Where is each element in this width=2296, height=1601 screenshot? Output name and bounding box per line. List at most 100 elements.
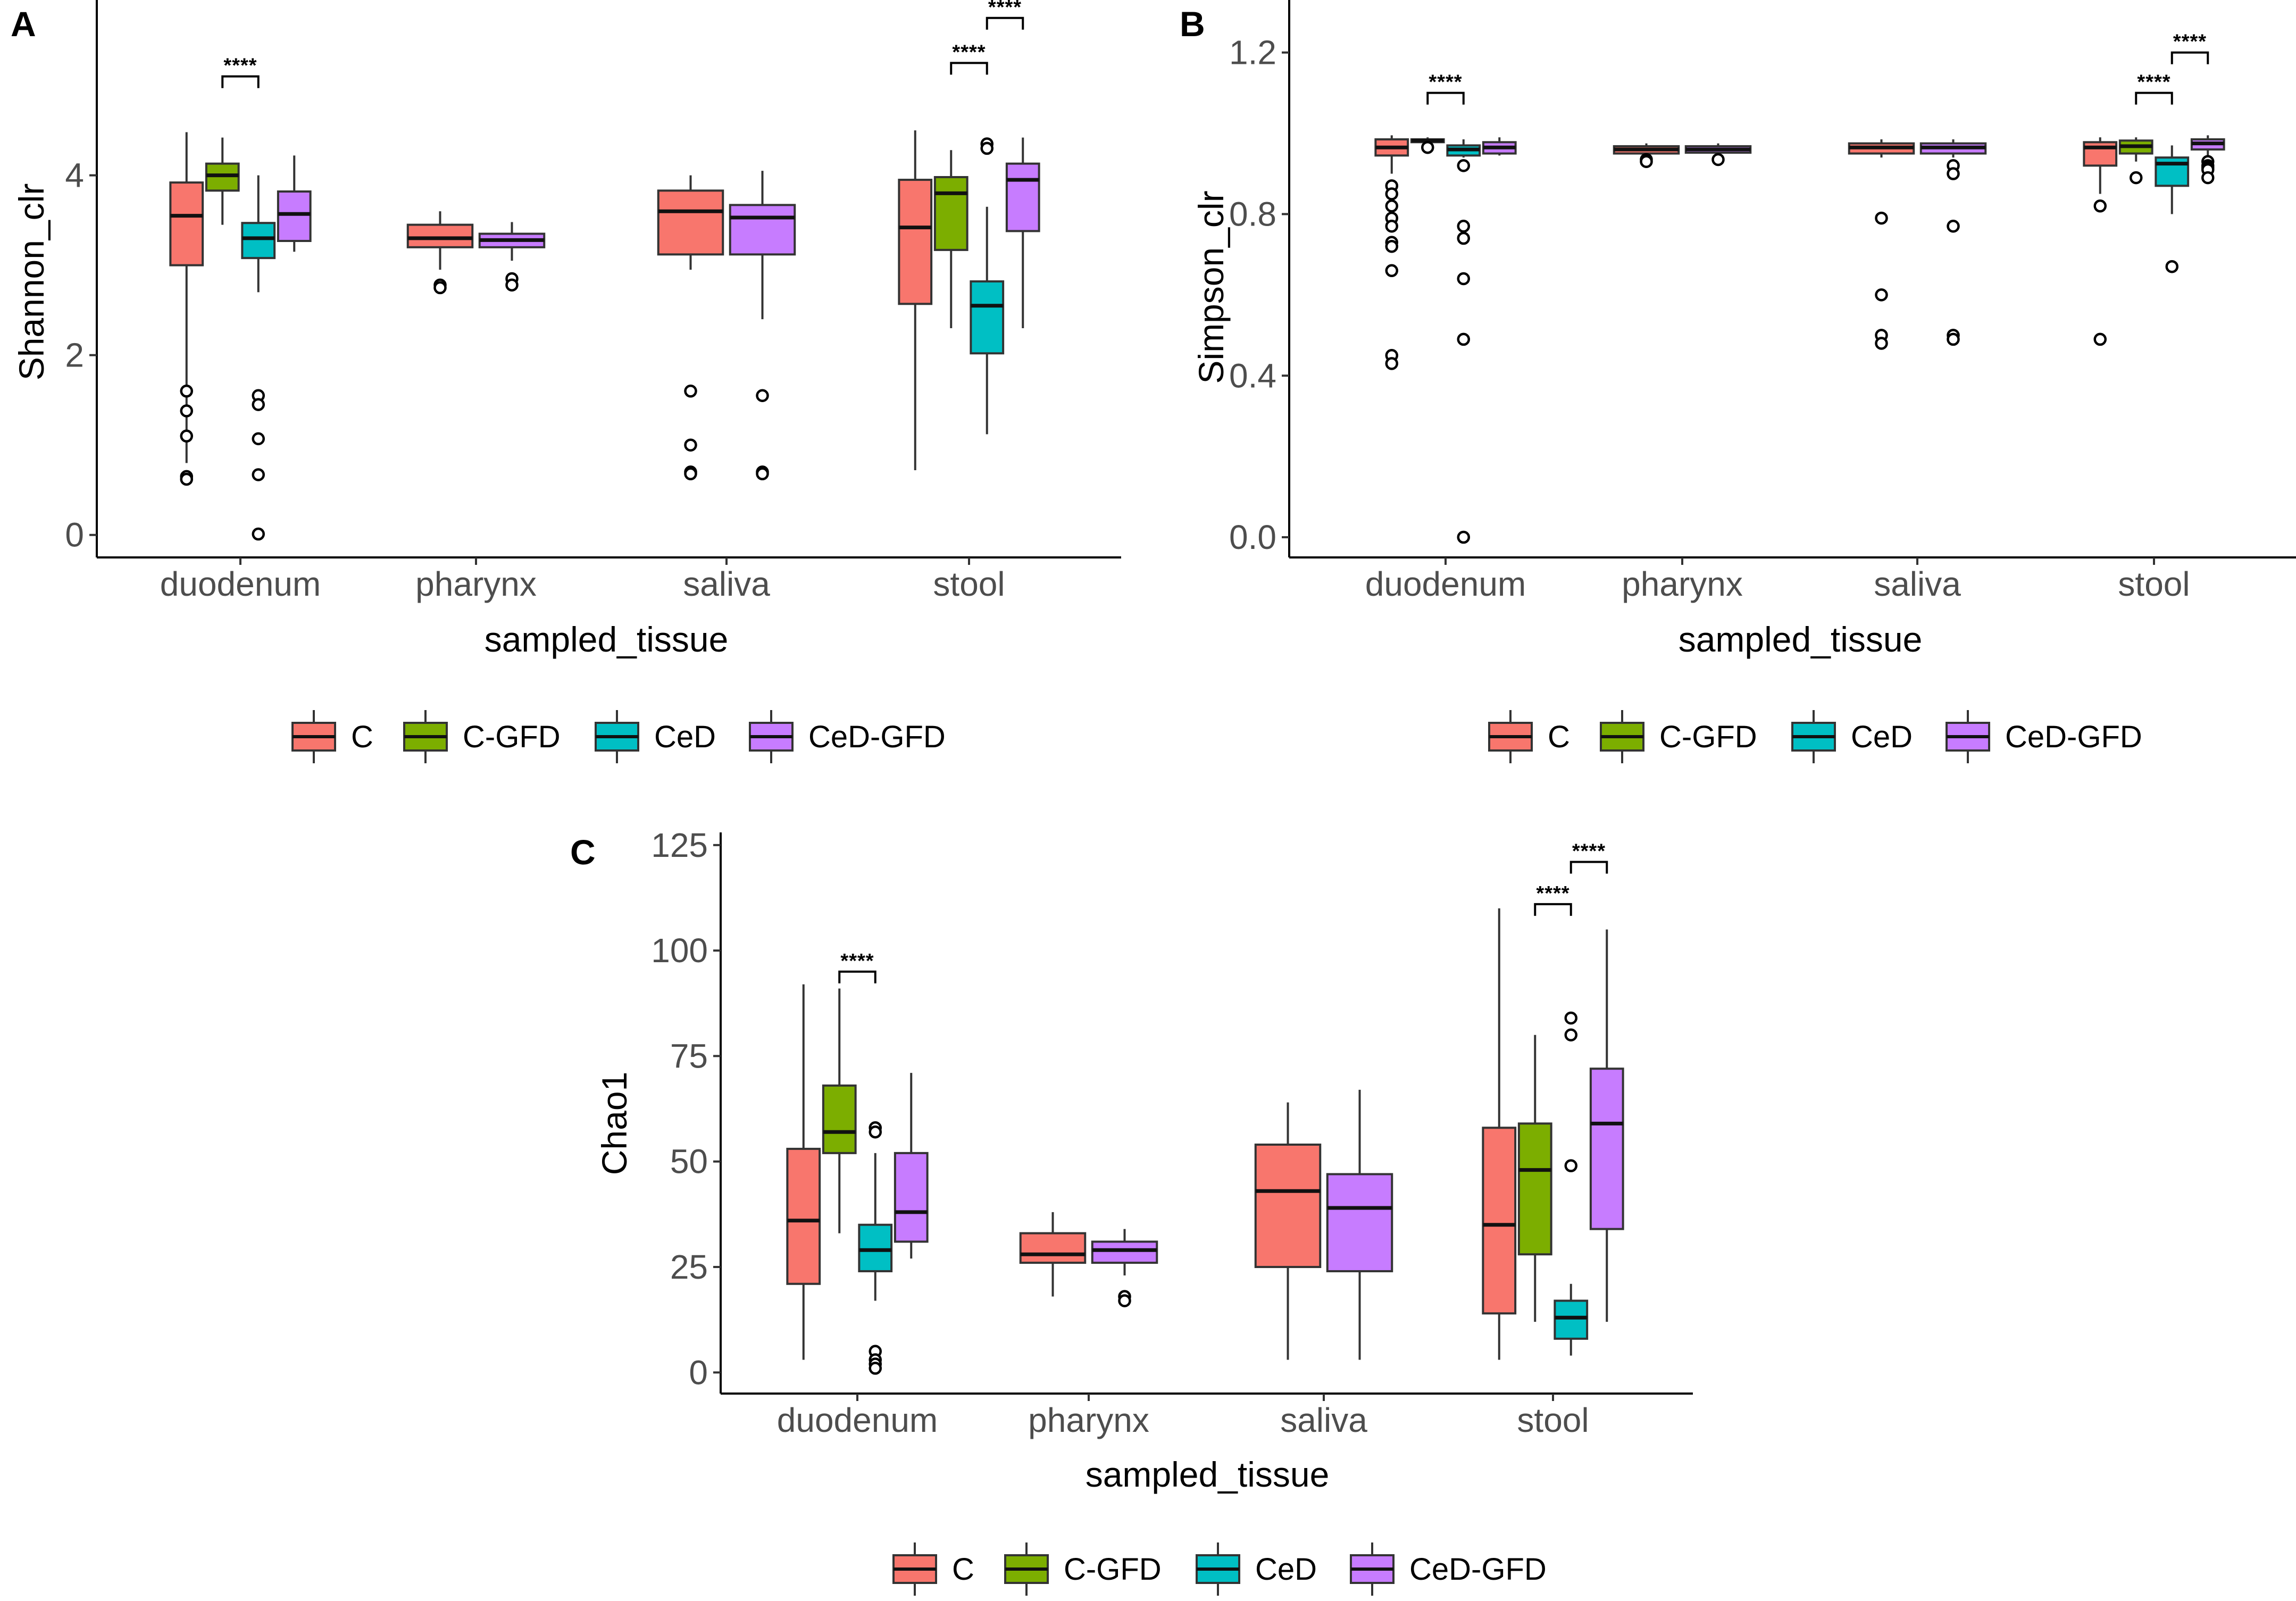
y-tick-label: 0.8: [1229, 195, 1276, 233]
legend-label: C-GFD: [1659, 720, 1757, 754]
outlier-point: [180, 385, 193, 398]
box-body: [729, 204, 796, 256]
legend-label: CeD-GFD: [808, 720, 946, 754]
outlier-point: [684, 438, 697, 452]
y-tick-label: 4: [65, 156, 84, 195]
outlier-point: [1385, 357, 1398, 370]
box-pharynx-C: [1613, 143, 1680, 169]
box-duodenum-CeD: [1446, 139, 1481, 544]
box-body: [1554, 1299, 1589, 1340]
legend-label: CeD: [1255, 1552, 1317, 1587]
box-duodenum-CeD: [858, 1121, 893, 1375]
significance-bracket: ****: [986, 0, 1024, 30]
x-tick-label: duodenum: [777, 1401, 938, 1439]
x-tick-label: pharynx: [1028, 1401, 1149, 1439]
box-stool-CeD-GFD: [2190, 135, 2225, 185]
box-body: [786, 1147, 821, 1285]
significance-label: ****: [1536, 882, 1569, 905]
bracket-line: [1534, 903, 1572, 916]
legend-label: CeD-GFD: [1409, 1552, 1547, 1587]
y-tick-label: 100: [651, 931, 708, 970]
significance-label: ****: [2137, 71, 2170, 94]
outlier-point: [1564, 1159, 1577, 1172]
significance-bracket: ****: [2135, 71, 2173, 105]
outlier-point: [1640, 155, 1653, 169]
box-pharynx-C: [406, 211, 474, 295]
outlier-point: [1385, 220, 1398, 233]
outlier-point: [180, 472, 193, 486]
panel-b-y-axis-title: Simpson_clr: [1191, 190, 1231, 383]
legend-item-C-GFD: C-GFD: [1004, 1542, 1162, 1596]
outlier-point: [1457, 159, 1470, 172]
bracket-line: [221, 75, 260, 88]
outlier-point: [1385, 264, 1398, 278]
outlier-point: [433, 281, 447, 295]
significance-label: ****: [1572, 840, 1606, 863]
outlier-point: [252, 527, 265, 541]
outlier-point: [1711, 153, 1725, 166]
y-tick-label: 0.0: [1229, 518, 1276, 556]
outlier-point: [684, 467, 697, 481]
outlier-point: [1457, 530, 1470, 544]
bracket-line: [950, 62, 988, 75]
panel-c-legend: C C-GFD CeD CeD-GFD: [892, 1542, 1547, 1596]
box-stool-CeD: [2155, 145, 2190, 273]
panel-a-y-axis-title: Shannon_clr: [12, 184, 51, 381]
outlier-point: [180, 404, 193, 418]
outlier-point: [180, 429, 193, 443]
box-body: [277, 190, 312, 243]
panel-b: B 0.0 0.4 0.8 1.2 duodenum pharynx saliva stool…: [1180, 0, 2296, 763]
box-duodenum-C: [786, 984, 821, 1360]
legend-item-CeD-GFD: CeD-GFD: [1946, 710, 2142, 763]
legend-item-CeD-GFD: CeD-GFD: [749, 710, 946, 763]
box-duodenum-C-GFD: [822, 988, 857, 1233]
box-pharynx-CeD-GFD: [1684, 143, 1752, 166]
y-tick-label: 125: [651, 826, 708, 864]
outlier-point: [1457, 220, 1470, 233]
panel-b-plot: **** ********: [1374, 31, 2225, 544]
x-tick-label: saliva: [1874, 565, 1961, 603]
significance-bracket: ****: [1426, 71, 1465, 105]
box-stool-CeD: [1554, 1011, 1589, 1356]
box-stool-CeD-GFD: [1005, 137, 1040, 328]
box-body: [657, 189, 724, 256]
box-pharynx-C: [1019, 1212, 1087, 1297]
outlier-point: [2093, 332, 2107, 346]
y-tick-label: 1.2: [1229, 34, 1276, 72]
box-saliva-CeD-GFD: [729, 171, 796, 481]
box-saliva-CeD-GFD: [1919, 139, 1987, 346]
x-tick-label: stool: [1517, 1401, 1589, 1439]
box-body: [1517, 1122, 1552, 1256]
box-duodenum-CeD-GFD: [1482, 137, 1517, 156]
outlier-point: [505, 278, 519, 292]
box-body: [894, 1152, 929, 1243]
box-saliva-C: [1254, 1102, 1322, 1360]
panel-letter-b: B: [1180, 4, 1205, 44]
y-tick-label: 50: [670, 1143, 708, 1181]
outlier-point: [1564, 1011, 1577, 1025]
y-tick-label: 2: [65, 336, 84, 374]
panel-c-plot: ************: [786, 840, 1624, 1375]
legend-item-C: C: [1488, 710, 1570, 763]
outlier-point: [684, 385, 697, 398]
significance-bracket: ****: [1534, 882, 1572, 916]
box-body: [1254, 1143, 1322, 1269]
legend-item-C: C: [291, 710, 373, 763]
bracket-line: [2170, 51, 2209, 64]
outlier-point: [869, 1125, 882, 1139]
significance-label: ****: [2173, 31, 2207, 53]
legend-item-CeD-GFD: CeD-GFD: [1350, 1542, 1547, 1596]
panel-c: C 0 25 50 75 100 125 duodenum pharynx saliva stoo…: [570, 826, 1693, 1596]
legend-label: C-GFD: [1064, 1552, 1162, 1587]
outlier-point: [1947, 220, 1960, 233]
outlier-point: [252, 432, 265, 446]
panel-b-x-axis-title: sampled_tissue: [1679, 620, 1923, 659]
box-body: [898, 179, 933, 305]
box-pharynx-CeD-GFD: [478, 222, 546, 292]
outlier-point: [252, 468, 265, 481]
outlier-point: [980, 141, 993, 155]
legend-item-C-GFD: C-GFD: [1600, 710, 1757, 763]
box-body: [858, 1223, 893, 1272]
box-stool-CeD: [970, 137, 1005, 435]
box-duodenum-CeD: [241, 175, 276, 541]
